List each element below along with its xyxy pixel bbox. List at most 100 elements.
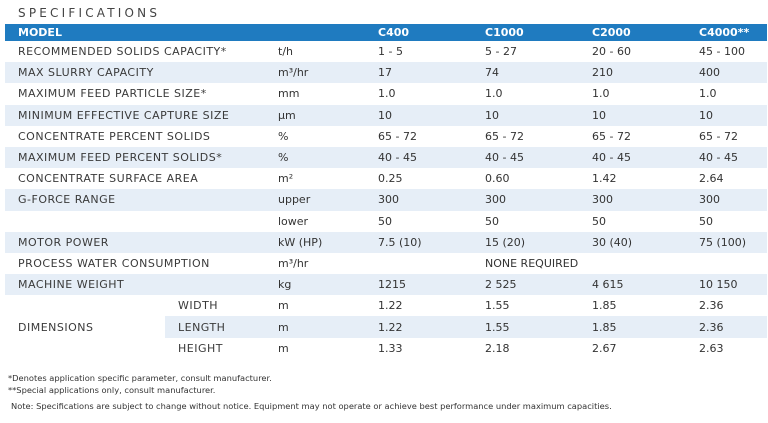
row-value: 40 - 45 — [579, 146, 686, 169]
row-value: 0.60 — [485, 172, 510, 186]
row-value: 65 - 72 — [699, 129, 738, 143]
row-unit: μm — [265, 104, 365, 126]
footnotes: *Denotes application specific parameter,… — [8, 370, 612, 414]
row-value: 10 150 — [686, 274, 767, 296]
row-value: 2.67 — [592, 341, 617, 355]
row-value: 300 — [472, 189, 579, 211]
row-value: 50 — [485, 214, 499, 228]
row-label: CONCENTRATE PERCENT SOLIDS — [18, 129, 211, 143]
row-value: 40 - 45 — [472, 146, 579, 169]
row-unit: m³/hr — [265, 62, 365, 84]
row-value: 2.36 — [686, 316, 767, 338]
row-value: 1.33 — [378, 341, 403, 355]
row-value: 40 - 45 — [686, 146, 767, 169]
row-value: 10 — [686, 104, 767, 126]
row-value: 50 — [699, 214, 713, 228]
footnote-double-asterisk: **Special applications only, consult man… — [8, 385, 216, 395]
row-label: MINIMUM EFFECTIVE CAPTURE SIZE — [5, 104, 265, 126]
row-value: 2.18 — [485, 341, 510, 355]
row-unit: kg — [265, 274, 365, 296]
row-value: 1.22 — [365, 316, 472, 338]
row-value: 2.64 — [699, 172, 724, 186]
row-unit: m — [278, 299, 289, 313]
row-value: 15 (20) — [472, 231, 579, 253]
row-value: 10 — [365, 104, 472, 126]
row-value: 1.55 — [472, 316, 579, 338]
row-value: 1.0 — [592, 87, 610, 101]
dimensions-row: HEIGHT m 1.33 2.18 2.67 2.63 — [5, 338, 767, 359]
row-value — [365, 253, 472, 274]
row-unit: m² — [278, 172, 294, 186]
row-value: 300 — [579, 189, 686, 211]
row-label: MOTOR POWER — [5, 231, 265, 253]
row-label: MAXIMUM FEED PARTICLE SIZE* — [18, 87, 207, 101]
row-value: 0.25 — [378, 172, 403, 186]
row-unit: m — [278, 341, 289, 355]
table-row: MAXIMUM FEED PARTICLE SIZE* mm 1.0 1.0 1.0 1.… — [5, 83, 767, 104]
table-row: lower 50 50 50 50 — [5, 211, 767, 232]
footnote-disclaimer: Note: Specifications are subject to chan… — [11, 401, 612, 411]
row-unit: upper — [265, 189, 365, 211]
table-row: MAX SLURRY CAPACITY m³/hr 17 74 210 400 — [5, 62, 767, 84]
table-row: MAXIMUM FEED PERCENT SOLIDS*% 40 - 45 40 -… — [5, 146, 767, 169]
dimensions-row: DIMENSIONS WIDTH m 1.22 1.55 1.85 2.36 — [5, 295, 767, 333]
model-header-c400: C400 — [365, 24, 472, 41]
dimension-sub-label: WIDTH — [178, 299, 219, 313]
row-value: 400 — [686, 62, 767, 84]
row-value: 65 - 72 — [485, 129, 524, 143]
row-unit: mm — [278, 87, 300, 101]
table-row: G-FORCE RANGE upper 300 300 300 300 — [5, 189, 767, 211]
dimension-sub-label: LENGTH — [165, 316, 265, 338]
model-column-header: MODEL — [5, 24, 365, 41]
row-value: 1.85 — [579, 316, 686, 338]
row-unit: t/h — [278, 45, 293, 59]
row-value: 45 - 100 — [699, 45, 745, 59]
model-header-c4000: C4000** — [686, 24, 767, 41]
row-unit: lower — [278, 214, 309, 228]
row-value: 7.5 (10) — [365, 231, 472, 253]
row-label: MACHINE WEIGHT — [5, 274, 265, 296]
row-label: RECOMMENDED SOLIDS CAPACITY* — [18, 45, 227, 59]
row-value: 1.0 — [699, 87, 717, 101]
dimensions-row: LENGTH m 1.22 1.55 1.85 2.36 — [5, 316, 767, 338]
row-value: 74 — [472, 62, 579, 84]
row-value: 1.55 — [485, 299, 510, 313]
row-label: PROCESS WATER CONSUMPTION — [18, 256, 210, 270]
row-value: 2 525 — [472, 274, 579, 296]
row-unit: m — [265, 316, 365, 338]
row-value: 40 - 45 — [365, 146, 472, 169]
model-header-c2000: C2000 — [579, 24, 686, 41]
row-value: 2.36 — [699, 299, 724, 313]
table-row: MOTOR POWER kW (HP) 7.5 (10) 15 (20) 30 (40)… — [5, 231, 767, 253]
row-label: MAX SLURRY CAPACITY — [5, 62, 265, 84]
row-value: 10 — [579, 104, 686, 126]
table-row: MINIMUM EFFECTIVE CAPTURE SIZE μm 10 10 10 10 — [5, 104, 767, 126]
footnote-asterisk: *Denotes application specific parameter,… — [8, 373, 272, 383]
row-value: 300 — [365, 189, 472, 211]
row-value: 17 — [365, 62, 472, 84]
page-heading: SPECIFICATIONS — [18, 6, 161, 20]
row-value: 30 (40) — [579, 231, 686, 253]
table-row: CONCENTRATE PERCENT SOLIDS% 65 - 72 65 - 7… — [5, 126, 767, 147]
table-row: CONCENTRATE SURFACE AREA m² 0.25 0.60 1.42 2.… — [5, 168, 767, 189]
row-merged-value: NONE REQUIRED — [485, 256, 579, 270]
row-label: G-FORCE RANGE — [5, 189, 265, 211]
row-value: 50 — [378, 214, 392, 228]
row-value: 75 (100) — [686, 231, 767, 253]
specifications-table: MODEL C400 C1000 C2000 C4000** RECOMMEND… — [5, 24, 767, 359]
table-row: MACHINE WEIGHT kg 1215 2 525 4 615 10 150 — [5, 274, 767, 296]
row-value: 20 - 60 — [592, 45, 631, 59]
row-value: 300 — [686, 189, 767, 211]
row-value: 210 — [579, 62, 686, 84]
row-value: 2.63 — [699, 341, 724, 355]
row-value: 1.0 — [378, 87, 396, 101]
row-label: CONCENTRATE SURFACE AREA — [18, 172, 199, 186]
table-row: PROCESS WATER CONSUMPTION m³/hr NONE REQUI… — [5, 253, 767, 274]
row-value: 1.0 — [485, 87, 503, 101]
row-value: 50 — [592, 214, 606, 228]
row-unit: % — [278, 129, 289, 143]
table-row: RECOMMENDED SOLIDS CAPACITY* t/h 1 - 5 5 - … — [5, 41, 767, 62]
row-value: 65 - 72 — [592, 129, 631, 143]
row-value: 10 — [472, 104, 579, 126]
row-value: 1215 — [365, 274, 472, 296]
